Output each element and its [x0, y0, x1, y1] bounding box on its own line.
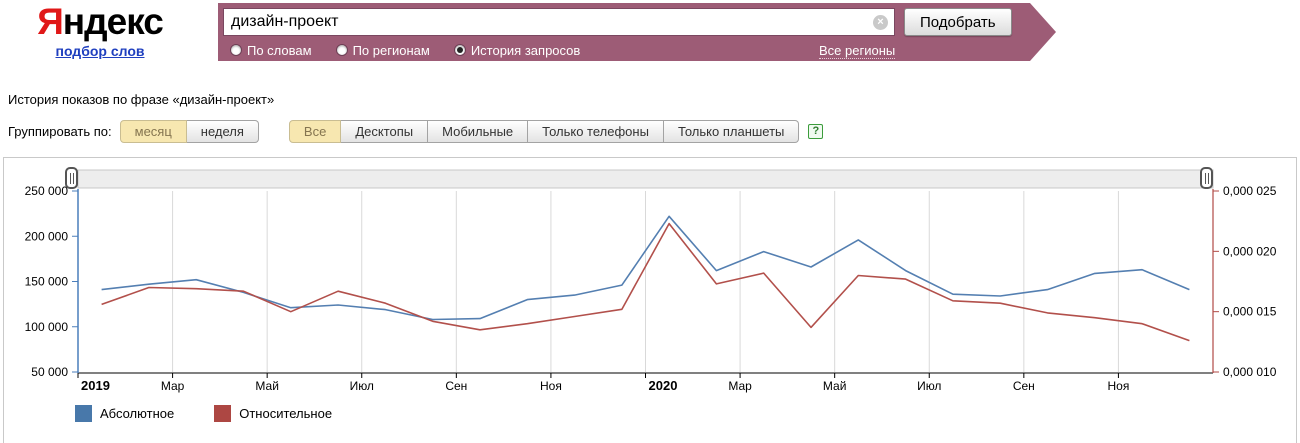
radio-label: По регионам: [352, 42, 430, 58]
search-mode-radios: По словам По регионам История запросов: [230, 41, 604, 59]
wordstat-home-link[interactable]: подбор слов: [55, 43, 145, 59]
group-by-switch: месяц неделя: [119, 119, 259, 143]
controls-row: Группировать по: месяц неделя Все Дескто…: [8, 119, 1300, 143]
page-title: История показов по фразе «дизайн-проект»: [8, 92, 275, 107]
legend-label: Относительное: [239, 406, 333, 421]
history-chart-panel: 2019 Мар Май Июл Сен Ноя 2020 Мар Май Июл Сен Ноя 25…: [3, 157, 1297, 443]
svg-text:Сен: Сен: [445, 379, 467, 393]
svg-text:0,000 015: 0,000 015: [1223, 305, 1277, 319]
yandex-logo: Яндекс подбор слов: [25, 2, 175, 61]
legend-label: Абсолютное: [100, 406, 175, 421]
svg-text:Ноя: Ноя: [1107, 379, 1129, 393]
header: Яндекс подбор слов × Подобрать По словам…: [0, 0, 1300, 70]
radio-by-regions[interactable]: По регионам: [335, 42, 430, 58]
search-input-wrap: ×: [223, 8, 895, 36]
search-bar: × Подобрать По словам По регионам Истори…: [218, 3, 1056, 61]
svg-text:100 000: 100 000: [25, 320, 69, 334]
radio-label: История запросов: [470, 42, 581, 58]
history-chart: 2019 Мар Май Июл Сен Ноя 2020 Мар Май Июл Сен Ноя 25…: [25, 169, 1277, 393]
logo-letter-ya: Я: [37, 1, 64, 42]
svg-text:Ноя: Ноя: [540, 379, 562, 393]
device-mobile-button[interactable]: Мобильные: [428, 119, 529, 143]
svg-text:Май: Май: [823, 379, 847, 393]
svg-text:200 000: 200 000: [25, 229, 69, 243]
range-slider-left-handle[interactable]: [65, 167, 78, 189]
device-tablets-only-button[interactable]: Только планшеты: [663, 119, 800, 143]
search-input[interactable]: [223, 8, 895, 36]
submit-button[interactable]: Подобрать: [904, 8, 1012, 36]
svg-text:0,000 025: 0,000 025: [1223, 184, 1277, 198]
radio-icon-selected: [453, 44, 466, 56]
legend-item-relative: Относительное: [214, 405, 332, 422]
clear-icon[interactable]: ×: [873, 15, 888, 30]
logo-letters-rest: ндекс: [62, 1, 164, 42]
legend-swatch-absolute: [75, 405, 92, 422]
device-filter-switch: Все Десктопы Мобильные Только телефоны Т…: [288, 119, 800, 143]
svg-text:2019: 2019: [81, 378, 110, 393]
svg-text:0,000 010: 0,000 010: [1223, 365, 1277, 379]
radio-icon: [230, 44, 242, 56]
svg-text:0,000 020: 0,000 020: [1223, 244, 1277, 258]
radio-query-history[interactable]: История запросов: [453, 42, 581, 58]
svg-text:150 000: 150 000: [25, 275, 69, 289]
svg-text:Мар: Мар: [161, 379, 185, 393]
device-phones-only-button[interactable]: Только телефоны: [528, 119, 664, 143]
group-by-month-button[interactable]: месяц: [119, 119, 187, 143]
device-desktop-button[interactable]: Десктопы: [341, 119, 429, 143]
all-regions-link[interactable]: Все регионы: [819, 43, 896, 59]
svg-text:Мар: Мар: [728, 379, 752, 393]
svg-text:Май: Май: [255, 379, 279, 393]
legend-swatch-relative: [214, 405, 232, 422]
help-icon[interactable]: ?: [808, 123, 824, 139]
radio-by-words[interactable]: По словам: [230, 43, 312, 58]
group-by-week-button[interactable]: неделя: [186, 119, 259, 143]
range-slider-right-handle[interactable]: [1200, 167, 1213, 189]
group-by-label: Группировать по:: [8, 123, 112, 139]
radio-label: По словам: [247, 42, 312, 58]
device-all-button[interactable]: Все: [288, 119, 342, 143]
legend-item-absolute: Абсолютное: [75, 405, 174, 422]
svg-text:2020: 2020: [649, 378, 678, 393]
svg-text:Июл: Июл: [350, 379, 374, 393]
svg-text:50 000: 50 000: [31, 365, 68, 379]
svg-text:Июл: Июл: [917, 379, 941, 393]
svg-text:250 000: 250 000: [25, 184, 69, 198]
yandex-logo-text: Яндекс: [25, 2, 175, 42]
svg-text:Сен: Сен: [1013, 379, 1035, 393]
chart-legend: Абсолютное Относительное: [75, 405, 372, 422]
radio-icon: [335, 44, 348, 56]
